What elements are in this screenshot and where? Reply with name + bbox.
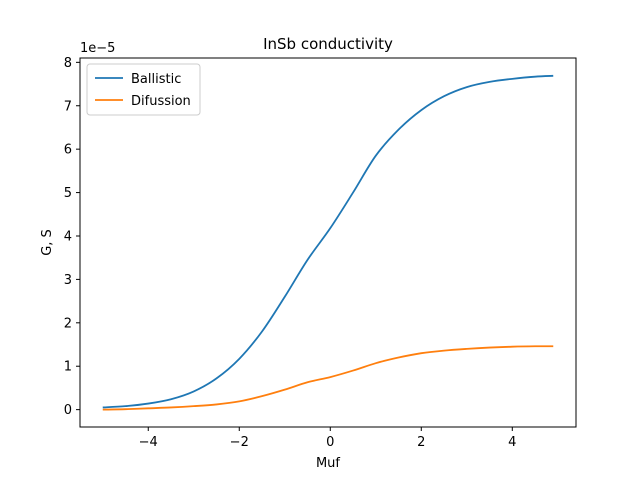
series-layer xyxy=(102,74,554,411)
y-tick-label: 0 xyxy=(64,403,72,418)
x-tick-label: −4 xyxy=(139,435,158,450)
y-tick-label: 2 xyxy=(64,316,72,331)
y-tick-label: 6 xyxy=(64,143,72,158)
plot-frame xyxy=(79,57,577,428)
y-tick-label: 8 xyxy=(64,56,72,71)
x-tick-label: 2 xyxy=(417,435,425,450)
legend-label-ballistic: Ballistic xyxy=(131,72,181,87)
series-line-ballistic xyxy=(102,74,554,409)
y-tick-label: 7 xyxy=(64,99,72,114)
y-tick-label: 1 xyxy=(64,360,72,375)
x-tick-label: −2 xyxy=(230,435,249,450)
x-tick-label: 0 xyxy=(326,435,334,450)
chart-title: InSb conductivity xyxy=(263,35,393,53)
y-axis-label: G, S xyxy=(40,229,55,256)
y-tick-label: 3 xyxy=(64,273,72,288)
legend-label-difussion: Difussion xyxy=(131,94,191,109)
x-axis-label: Muf xyxy=(316,456,340,471)
y-axis-ticks: 0 1 2 3 4 5 6 7 8 xyxy=(64,56,80,418)
y-tick-label: 5 xyxy=(64,186,72,201)
legend: Ballistic Difussion xyxy=(86,63,201,116)
y-axis-offset-label: 1e−5 xyxy=(80,41,115,56)
series-line-difussion xyxy=(102,345,554,411)
legend-box xyxy=(86,63,201,116)
x-tick-label: 4 xyxy=(508,435,516,450)
x-axis-ticks: −4 −2 0 2 4 xyxy=(139,427,516,450)
y-tick-label: 4 xyxy=(64,229,72,244)
